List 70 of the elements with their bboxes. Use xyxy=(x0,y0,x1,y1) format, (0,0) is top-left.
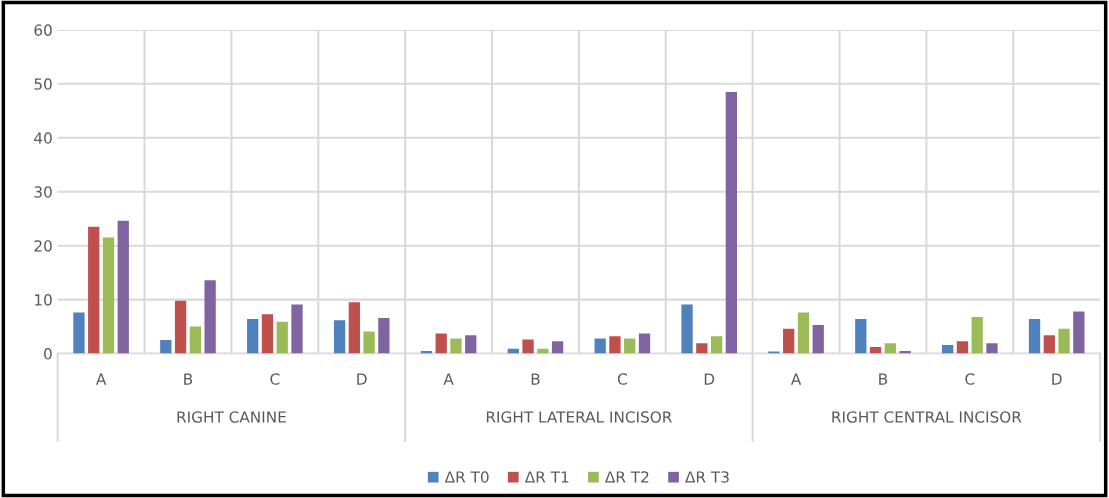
bar xyxy=(1058,328,1070,354)
bar xyxy=(855,319,867,354)
legend-label: ΔR T1 xyxy=(524,471,569,483)
bar xyxy=(725,91,737,354)
bar xyxy=(869,347,882,354)
x-tick-label: B xyxy=(879,373,888,385)
bar xyxy=(884,343,896,354)
bar xyxy=(986,343,998,354)
bar xyxy=(247,319,259,354)
bar xyxy=(1043,335,1055,354)
bar xyxy=(971,316,983,354)
x-tick-label: C xyxy=(617,373,627,385)
text: RIGHT CENTRAL INCISOR xyxy=(832,411,1022,423)
bar xyxy=(638,333,651,354)
y-tick-label: 60 xyxy=(34,24,52,36)
x-tick-label: B xyxy=(531,373,540,385)
bar xyxy=(333,320,346,354)
bar xyxy=(204,280,216,354)
y-tick-label: 30 xyxy=(34,186,52,198)
x-tick-label: B xyxy=(184,373,193,385)
bar xyxy=(681,304,693,354)
bar xyxy=(261,314,274,354)
bar xyxy=(88,226,100,354)
x-tick-label: D xyxy=(1052,373,1062,385)
bar xyxy=(551,341,564,354)
bar xyxy=(1028,319,1041,354)
x-tick-label: D xyxy=(704,373,715,385)
bar xyxy=(942,344,954,354)
x-tick-label: A xyxy=(96,373,107,385)
bar xyxy=(1073,311,1085,354)
bar xyxy=(522,339,534,354)
legend-label: ΔR T2 xyxy=(604,471,649,483)
bar xyxy=(102,237,115,354)
bar xyxy=(594,338,606,354)
y-tick-label: 40 xyxy=(34,132,52,144)
bar xyxy=(609,336,621,354)
bar xyxy=(189,326,202,354)
x-tick-label: A xyxy=(443,373,454,385)
bar xyxy=(812,324,824,354)
y-tick-label: 20 xyxy=(34,240,52,252)
x-tick-label: D xyxy=(357,373,367,385)
bar xyxy=(696,343,708,354)
bar xyxy=(291,304,303,354)
bar xyxy=(117,220,129,354)
bar xyxy=(348,302,360,354)
legend-label: ΔR T0 xyxy=(444,471,489,483)
bar xyxy=(797,312,810,354)
bar xyxy=(956,341,969,354)
bar xyxy=(710,336,723,354)
bar xyxy=(363,331,375,354)
x-tick-label: C xyxy=(965,373,975,385)
bar xyxy=(783,328,795,354)
bar xyxy=(378,317,390,354)
bar xyxy=(174,300,187,354)
text: RIGHT CANINE xyxy=(177,411,286,423)
bar xyxy=(768,351,780,354)
y-tick-label: 50 xyxy=(34,78,52,90)
bar xyxy=(435,333,447,354)
x-tick-label: C xyxy=(270,373,280,385)
bar xyxy=(160,340,172,354)
bar xyxy=(465,335,477,354)
text: RIGHT LATERAL INCISOR xyxy=(486,411,672,423)
bar xyxy=(624,338,636,354)
legend-label: ΔR T3 xyxy=(685,471,729,483)
y-tick-label: 10 xyxy=(35,294,52,306)
bar xyxy=(450,338,462,354)
bar xyxy=(73,312,85,354)
y-tick-label: 0 xyxy=(44,348,52,360)
x-tick-label: A xyxy=(790,373,802,385)
bar xyxy=(276,321,288,354)
